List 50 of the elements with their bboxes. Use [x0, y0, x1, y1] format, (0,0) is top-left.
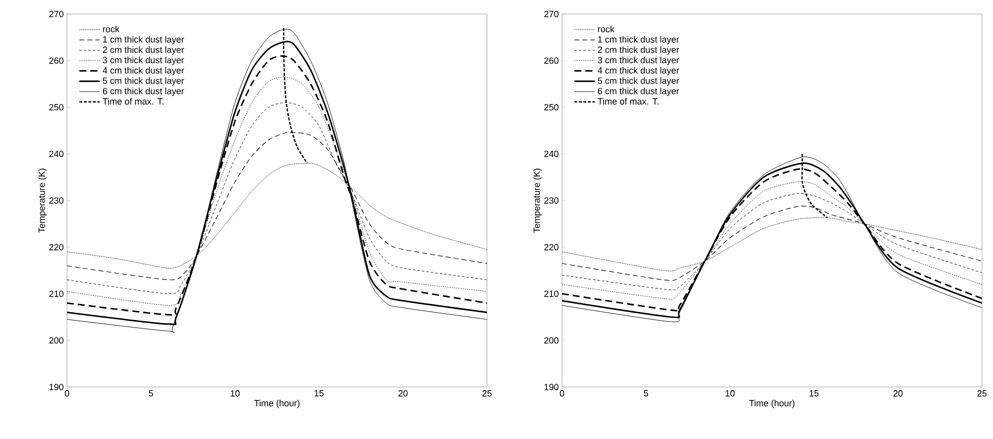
legend-label: 4 cm thick dust layer — [102, 66, 184, 76]
legend-label: 1 cm thick dust layer — [103, 36, 184, 44]
x-tick-label: 10 — [726, 390, 735, 397]
x-axis-title: Time (hour) — [749, 400, 794, 408]
x-tick-label: 25 — [482, 390, 492, 397]
y-tick-label: 200 — [49, 337, 64, 344]
legend-label: 3 cm thick dust layer — [102, 56, 184, 66]
y-tick-label: 230 — [544, 197, 558, 204]
x-tick-label: 10 — [230, 390, 240, 397]
legend-label: 4 cm thick dust layer — [598, 66, 680, 76]
x-tick-label: 5 — [148, 390, 154, 396]
y-tick-label: 250 — [544, 104, 558, 110]
y-tick-label: 260 — [544, 57, 558, 64]
y-axis-title: Temperature (K) — [533, 168, 542, 233]
x-tick-label: 20 — [398, 390, 408, 397]
y-tick-label: 250 — [49, 104, 64, 110]
y-tick-label: 220 — [544, 244, 558, 250]
y-axis-title: Temperature (K) — [38, 168, 47, 233]
legend-label: 2 cm thick dust layer — [598, 46, 680, 55]
y-tick-label: 270 — [544, 10, 558, 18]
x-tick-label: 20 — [893, 390, 903, 397]
legend-label: 5 cm thick dust layer — [102, 77, 184, 86]
y-tick-label: 210 — [544, 290, 558, 297]
legend-label: 5 cm thick dust layer — [598, 77, 680, 86]
y-tick-label: 200 — [544, 337, 558, 344]
y-tick-label: 220 — [49, 244, 64, 250]
y-tick-label: 230 — [49, 197, 64, 204]
x-tick-label: 25 — [977, 390, 987, 397]
legend-label: 2 cm thick dust layer — [102, 46, 184, 55]
legend-label: rock — [598, 26, 614, 32]
x-tick-label: 15 — [810, 390, 819, 396]
y-tick-label: 240 — [544, 150, 558, 158]
y-tick-label: 270 — [49, 10, 64, 18]
x-tick-label: 15 — [314, 390, 324, 396]
legend-label: 6 cm thick dust layer — [598, 88, 680, 96]
y-tick-label: 190 — [544, 384, 558, 390]
legend-label: rock — [103, 26, 120, 32]
legend-label: 3 cm thick dust layer — [598, 56, 680, 66]
legend-label: 1 cm thick dust layer — [598, 36, 680, 44]
x-tick-label: 5 — [644, 390, 648, 396]
legend-label: Time of max. T. — [102, 98, 164, 105]
x-tick-label: 0 — [560, 390, 564, 397]
y-tick-label: 190 — [50, 384, 64, 390]
y-tick-label: 260 — [49, 57, 64, 64]
legend-label: Time of max. T. — [598, 98, 658, 105]
x-tick-label: 0 — [64, 390, 70, 397]
legend-label: 6 cm thick dust layer — [102, 88, 184, 96]
y-tick-label: 210 — [49, 290, 64, 297]
x-axis-title: Time (hour) — [254, 400, 300, 408]
y-tick-label: 240 — [49, 150, 64, 158]
